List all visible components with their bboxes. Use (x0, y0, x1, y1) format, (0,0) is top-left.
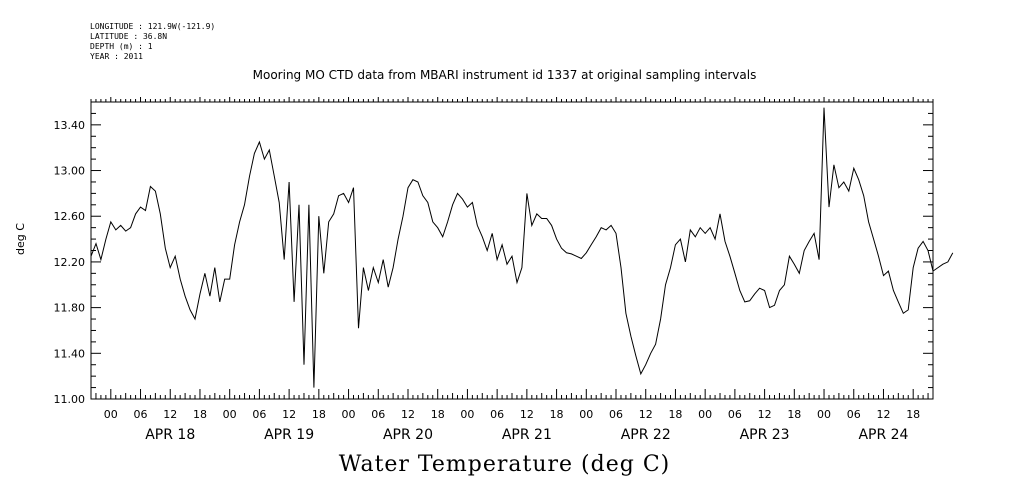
x-day-label: APR 21 (502, 427, 552, 443)
y-tick-label: 12.60 (54, 210, 86, 223)
x-hour-label: 00 (817, 408, 831, 421)
x-day-label: APR 24 (858, 427, 908, 443)
x-hour-label: 06 (728, 408, 742, 421)
y-tick-label: 12.20 (54, 256, 86, 269)
x-day-label: APR 20 (383, 427, 433, 443)
y-tick-label: 13.00 (54, 165, 86, 178)
y-tick-label: 11.80 (54, 302, 86, 315)
longitude-label: LONGITUDE : 121.9W(-121.9) (90, 22, 216, 31)
x-hour-label: 12 (639, 408, 653, 421)
x-hour-label: 18 (431, 408, 445, 421)
x-hour-label: 12 (520, 408, 534, 421)
x-hour-label: 00 (460, 408, 474, 421)
x-hour-label: 12 (876, 408, 890, 421)
x-hour-label: 06 (134, 408, 148, 421)
x-hour-label: 12 (401, 408, 415, 421)
plot-frame (90, 101, 934, 400)
x-hour-label: 00 (104, 408, 118, 421)
y-tick-label: 11.00 (54, 393, 86, 406)
x-hour-label: 12 (163, 408, 177, 421)
x-hour-label: 06 (252, 408, 266, 421)
latitude-label: LATITUDE : 36.8N (90, 32, 168, 41)
x-hour-label: 00 (342, 408, 356, 421)
station-metadata: LONGITUDE : 121.9W(-121.9) LATITUDE : 36… (90, 22, 215, 62)
x-hour-label: 06 (847, 408, 861, 421)
x-hour-label: 18 (906, 408, 920, 421)
x-hour-label: 18 (668, 408, 682, 421)
x-day-label: APR 19 (264, 427, 314, 443)
series-line-water-temperature (90, 107, 954, 388)
x-hour-label: 18 (787, 408, 801, 421)
x-day-label: APR 18 (145, 427, 195, 443)
y-tick-label: 11.40 (54, 347, 86, 360)
chart-title: Mooring MO CTD data from MBARI instrumen… (252, 68, 757, 82)
x-hour-label: 18 (550, 408, 564, 421)
x-day-label: APR 22 (621, 427, 671, 443)
x-hour-label: 18 (193, 408, 207, 421)
x-hour-label: 06 (609, 408, 623, 421)
x-hour-label: 00 (223, 408, 237, 421)
year-label: YEAR : 2011 (90, 52, 143, 61)
x-hour-label: 06 (371, 408, 385, 421)
x-hour-label: 12 (758, 408, 772, 421)
depth-label: DEPTH (m) : 1 (90, 42, 153, 51)
x-day-label: APR 23 (740, 427, 790, 443)
x-hour-label: 00 (698, 408, 712, 421)
x-hour-label: 00 (579, 408, 593, 421)
y-tick-label: 13.40 (54, 119, 86, 132)
x-hour-label: 12 (282, 408, 296, 421)
x-hour-label: 06 (490, 408, 504, 421)
x-axis-title: Water Temperature (deg C) (338, 452, 671, 477)
x-hour-label: 18 (312, 408, 326, 421)
